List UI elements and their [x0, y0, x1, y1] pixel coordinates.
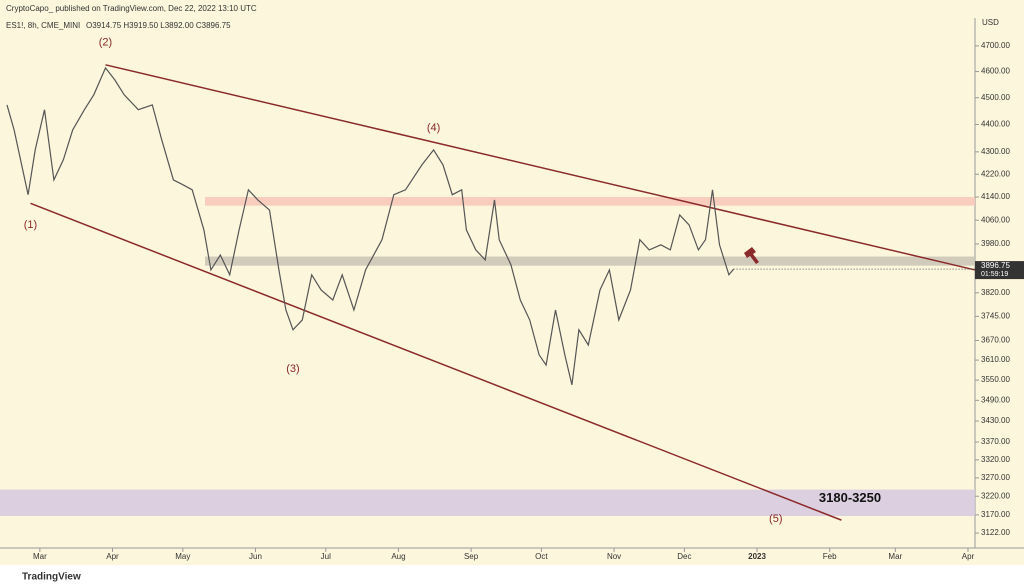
y-tick-label: 3490.00: [981, 395, 1010, 404]
zone: [205, 256, 975, 266]
y-tick-label: 4220.00: [981, 169, 1010, 178]
y-tick-label: 3220.00: [981, 491, 1010, 500]
y-tick-label: 3430.00: [981, 416, 1010, 425]
x-tick-label: Nov: [607, 552, 621, 561]
x-tick-label: Mar: [888, 552, 902, 561]
wave-label: (4): [427, 122, 440, 134]
x-tick-label: May: [175, 552, 190, 561]
symbol: ES1!, 8h, CME_MINI: [6, 21, 80, 30]
y-tick-label: 4600.00: [981, 67, 1010, 76]
y-tick-label: 4140.00: [981, 192, 1010, 201]
wave-label: (2): [99, 37, 112, 49]
y-tick-label: 3610.00: [981, 355, 1010, 364]
x-tick-label: Aug: [391, 552, 405, 561]
footer-brand: TradingView: [22, 572, 81, 583]
hammer-icon: [744, 247, 759, 264]
y-tick-label: 3270.00: [981, 473, 1010, 482]
zone: [0, 489, 975, 516]
y-tick-label: 3320.00: [981, 455, 1010, 464]
price-line: [6, 66, 735, 385]
x-tick-label: Dec: [677, 552, 691, 561]
zone: [205, 196, 975, 206]
ohlc: O3914.75 H3919.50 L3892.00 C3896.75: [86, 21, 231, 30]
currency: USD: [982, 18, 999, 27]
trendline: [30, 202, 842, 521]
x-tick-label: Apr: [962, 552, 975, 561]
wave-label: (1): [24, 219, 37, 231]
y-tick-label: 4300.00: [981, 147, 1010, 156]
y-tick-label: 3550.00: [981, 375, 1010, 384]
footer-bar: [0, 565, 1024, 587]
x-tick-label: Mar: [33, 552, 47, 561]
countdown: 01:59:19: [981, 271, 1008, 278]
last-price-label: 3896.75: [981, 261, 1010, 270]
x-tick-label: Feb: [823, 552, 837, 561]
last-price-box: [975, 261, 1024, 280]
y-tick-label: 3820.00: [981, 288, 1010, 297]
y-tick-label: 4700.00: [981, 41, 1010, 50]
x-tick-label: Sep: [464, 552, 479, 561]
y-tick-label: 3170.00: [981, 510, 1010, 519]
y-tick-label: 4500.00: [981, 93, 1010, 102]
trendline: [105, 64, 976, 271]
x-tick-label: Jul: [321, 552, 331, 561]
x-tick-label: Apr: [106, 552, 119, 561]
x-tick-label: Oct: [535, 552, 548, 561]
plot: 3180-3250 4700.00 4600.00 4500.00 4400.00 430…: [0, 37, 1024, 561]
x-tick-label: Jun: [249, 552, 262, 561]
x-tick-label: 2023: [748, 552, 766, 561]
y-tick-label: 3122.00: [981, 528, 1010, 537]
publisher: CryptoCapo_ published on TradingView.com…: [6, 4, 257, 13]
y-tick-label: 3745.00: [981, 311, 1010, 320]
wave-label: (5): [769, 513, 782, 525]
y-tick-label: 3670.00: [981, 336, 1010, 345]
y-tick-label: 4400.00: [981, 120, 1010, 129]
y-tick-label: 3370.00: [981, 437, 1010, 446]
y-tick-label: 4060.00: [981, 215, 1010, 224]
wave-label: (3): [286, 363, 299, 375]
y-tick-label: 3980.00: [981, 239, 1010, 248]
zone-label: 3180-3250: [819, 490, 881, 505]
